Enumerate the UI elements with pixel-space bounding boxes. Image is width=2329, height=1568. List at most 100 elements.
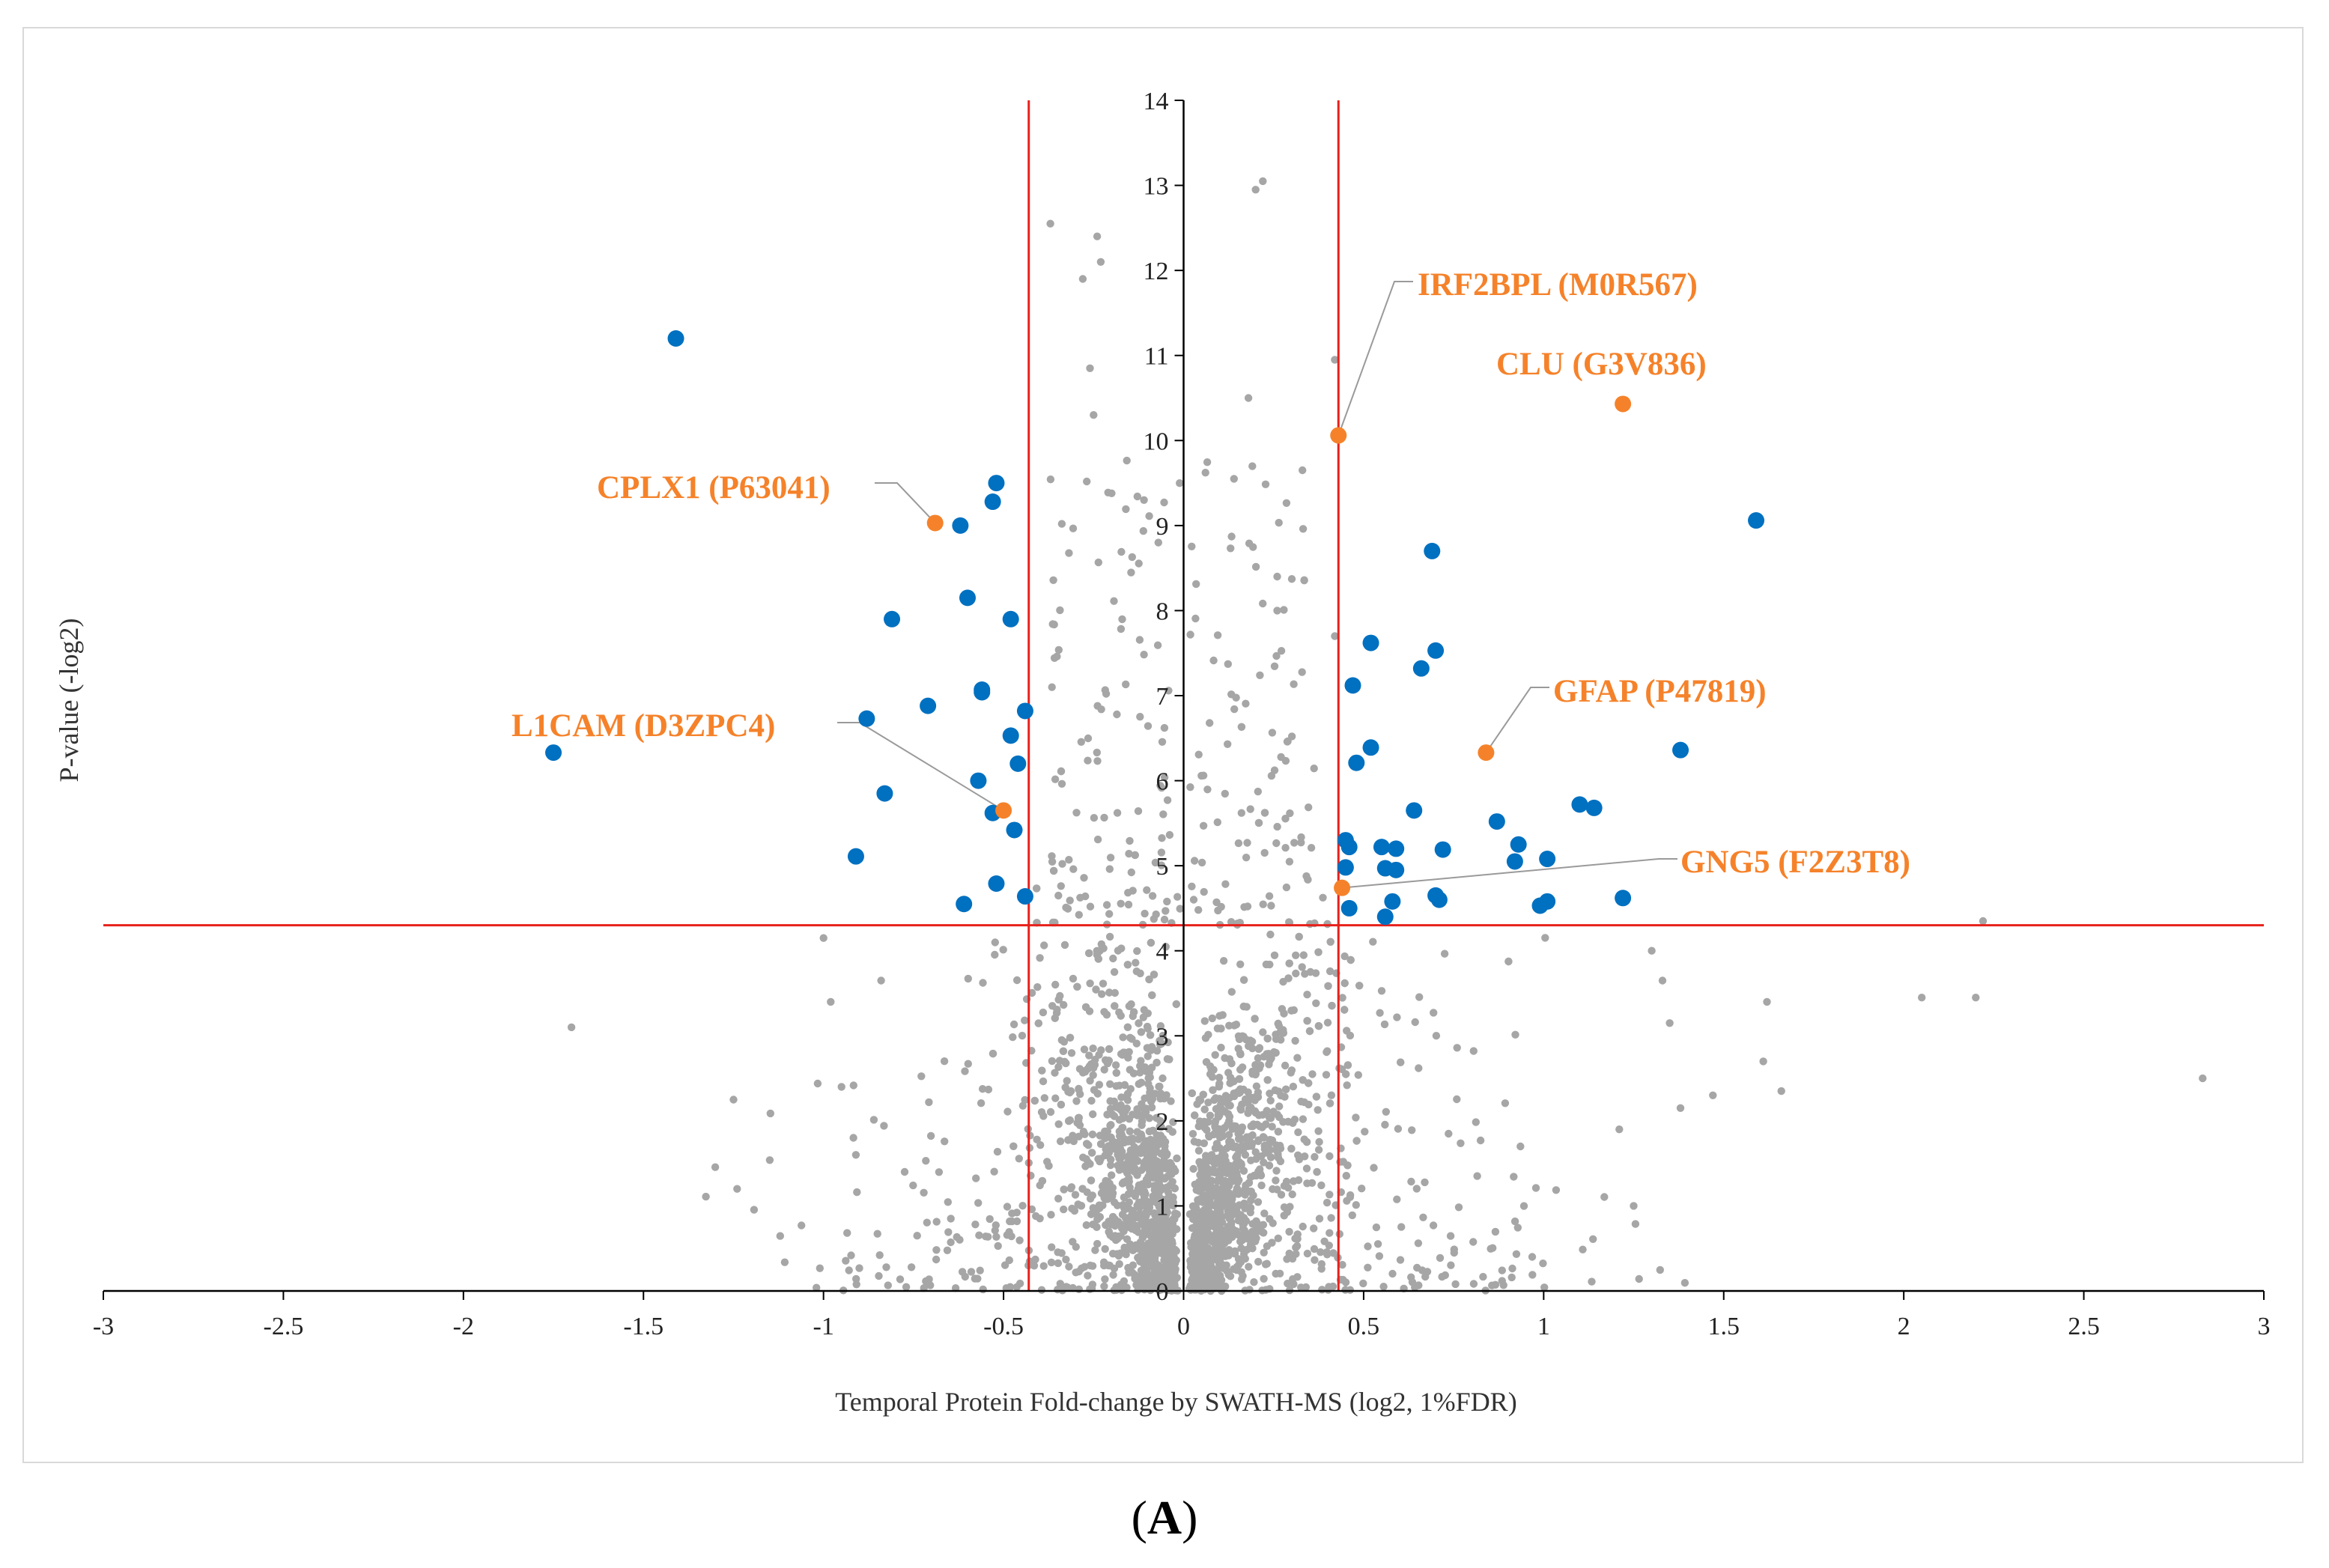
nonsignificant-point: [1066, 896, 1074, 905]
nonsignificant-point: [1216, 1252, 1224, 1260]
nonsignificant-point: [1221, 1176, 1229, 1185]
nonsignificant-point: [1265, 1140, 1273, 1149]
nonsignificant-point: [1247, 1196, 1255, 1205]
nonsignificant-point: [1199, 1198, 1207, 1206]
nonsignificant-point: [853, 1188, 861, 1197]
nonsignificant-point: [1260, 809, 1269, 817]
nonsignificant-point: [1267, 902, 1275, 910]
nonsignificant-point: [1038, 1066, 1046, 1075]
nonsignificant-point: [1135, 559, 1143, 568]
nonsignificant-point: [1126, 1127, 1134, 1136]
nonsignificant-point: [1093, 748, 1102, 757]
nonsignificant-point: [1192, 1221, 1200, 1230]
nonsignificant-point: [1197, 771, 1206, 780]
nonsignificant-point: [1393, 1195, 1401, 1203]
nonsignificant-point: [1201, 1215, 1209, 1224]
nonsignificant-point: [1082, 1221, 1091, 1230]
nonsignificant-point: [1127, 868, 1136, 877]
nonsignificant-point: [1071, 1191, 1080, 1199]
nonsignificant-point: [1021, 1096, 1029, 1104]
nonsignificant-point: [1311, 1152, 1319, 1161]
nonsignificant-point: [1236, 1049, 1245, 1057]
nonsignificant-point: [1239, 1271, 1247, 1280]
nonsignificant-point: [1086, 364, 1094, 372]
nonsignificant-point: [1150, 1266, 1159, 1274]
nonsignificant-point: [1159, 1074, 1167, 1083]
nonsignificant-point: [1265, 892, 1274, 900]
nonsignificant-point: [1259, 599, 1267, 608]
y-axis-title: P-value (-log2): [54, 619, 84, 783]
nonsignificant-point: [1217, 1043, 1225, 1052]
nonsignificant-point: [1552, 1186, 1561, 1194]
nonsignificant-point: [1156, 782, 1164, 790]
nonsignificant-point: [1018, 1031, 1027, 1040]
nonsignificant-point: [1233, 1178, 1242, 1187]
x-tick-label: 0: [1177, 1313, 1190, 1340]
significant-point: [1340, 839, 1358, 856]
nonsignificant-point: [1105, 988, 1114, 997]
nonsignificant-point: [1118, 615, 1126, 624]
nonsignificant-point: [1298, 963, 1306, 971]
nonsignificant-point: [1147, 1063, 1156, 1072]
nonsignificant-point: [1105, 1227, 1114, 1236]
nonsignificant-point: [1979, 917, 1988, 926]
nonsignificant-point: [1429, 1221, 1438, 1230]
nonsignificant-point: [1277, 647, 1286, 655]
nonsignificant-point: [819, 934, 828, 942]
nonsignificant-point: [1162, 907, 1170, 915]
nonsignificant-point: [1051, 1094, 1060, 1102]
nonsignificant-point: [1224, 1131, 1233, 1139]
nonsignificant-point: [1056, 606, 1064, 615]
nonsignificant-point: [1069, 974, 1078, 983]
nonsignificant-point: [932, 1255, 941, 1264]
nonsignificant-point: [1091, 1246, 1099, 1254]
nonsignificant-point: [1111, 1002, 1119, 1010]
annotation-labels: IRF2BPL (M0R567) CLU (G3V836) CPLX1 (P6304…: [511, 267, 1910, 880]
nonsignificant-point: [986, 1215, 994, 1224]
nonsignificant-point: [999, 946, 1007, 954]
nonsignificant-point: [896, 1275, 905, 1283]
nonsignificant-point: [813, 1079, 822, 1088]
nonsignificant-point: [1259, 1028, 1267, 1036]
nonsignificant-point: [1308, 1179, 1317, 1188]
nonsignificant-point: [1093, 1239, 1102, 1248]
nonsignificant-point: [1259, 177, 1267, 186]
axes: [103, 100, 2265, 1300]
significant-point: [1344, 677, 1361, 694]
nonsignificant-point: [1270, 951, 1279, 960]
nonsignificant-point: [1251, 1096, 1259, 1104]
nonsignificant-point: [1331, 632, 1339, 640]
nonsignificant-point: [1239, 1167, 1248, 1175]
nonsignificant-point: [1218, 1011, 1227, 1019]
nonsignificant-point: [1397, 1223, 1406, 1231]
nonsignificant-point: [1101, 1245, 1109, 1254]
nonsignificant-point: [1298, 668, 1306, 676]
nonsignificant-point: [1006, 1217, 1014, 1226]
nonsignificant-point: [1327, 1214, 1335, 1222]
nonsignificant-point: [1142, 1104, 1150, 1113]
nonsignificant-point: [1314, 1021, 1323, 1030]
nonsignificant-point: [1135, 1203, 1144, 1212]
nonsignificant-point: [1260, 1274, 1268, 1283]
nonsignificant-point: [1160, 773, 1169, 782]
nonsignificant-point: [1117, 1012, 1125, 1020]
nonsignificant-point: [1085, 1051, 1093, 1060]
nonsignificant-point: [1268, 729, 1277, 737]
highlighted-point: [1330, 427, 1347, 444]
significant-point: [545, 744, 562, 762]
nonsignificant-point: [1163, 796, 1172, 804]
nonsignificant-point: [1272, 839, 1281, 848]
nonsignificant-point: [1154, 538, 1163, 547]
nonsignificant-point: [1242, 854, 1251, 862]
nonsignificant-point: [1133, 1188, 1141, 1197]
nonsignificant-point: [1299, 525, 1308, 533]
nonsignificant-point: [944, 1228, 953, 1236]
nonsignificant-point: [1104, 1142, 1113, 1150]
nonsignificant-point: [1111, 1221, 1120, 1230]
nonsignificant-point: [1232, 1142, 1240, 1151]
nonsignificant-point: [926, 1131, 935, 1140]
nonsignificant-point: [1123, 1023, 1132, 1032]
nonsignificant-point: [1340, 952, 1349, 961]
y-tick-label: 11: [1144, 343, 1169, 371]
nonsignificant-point: [1135, 1080, 1144, 1088]
